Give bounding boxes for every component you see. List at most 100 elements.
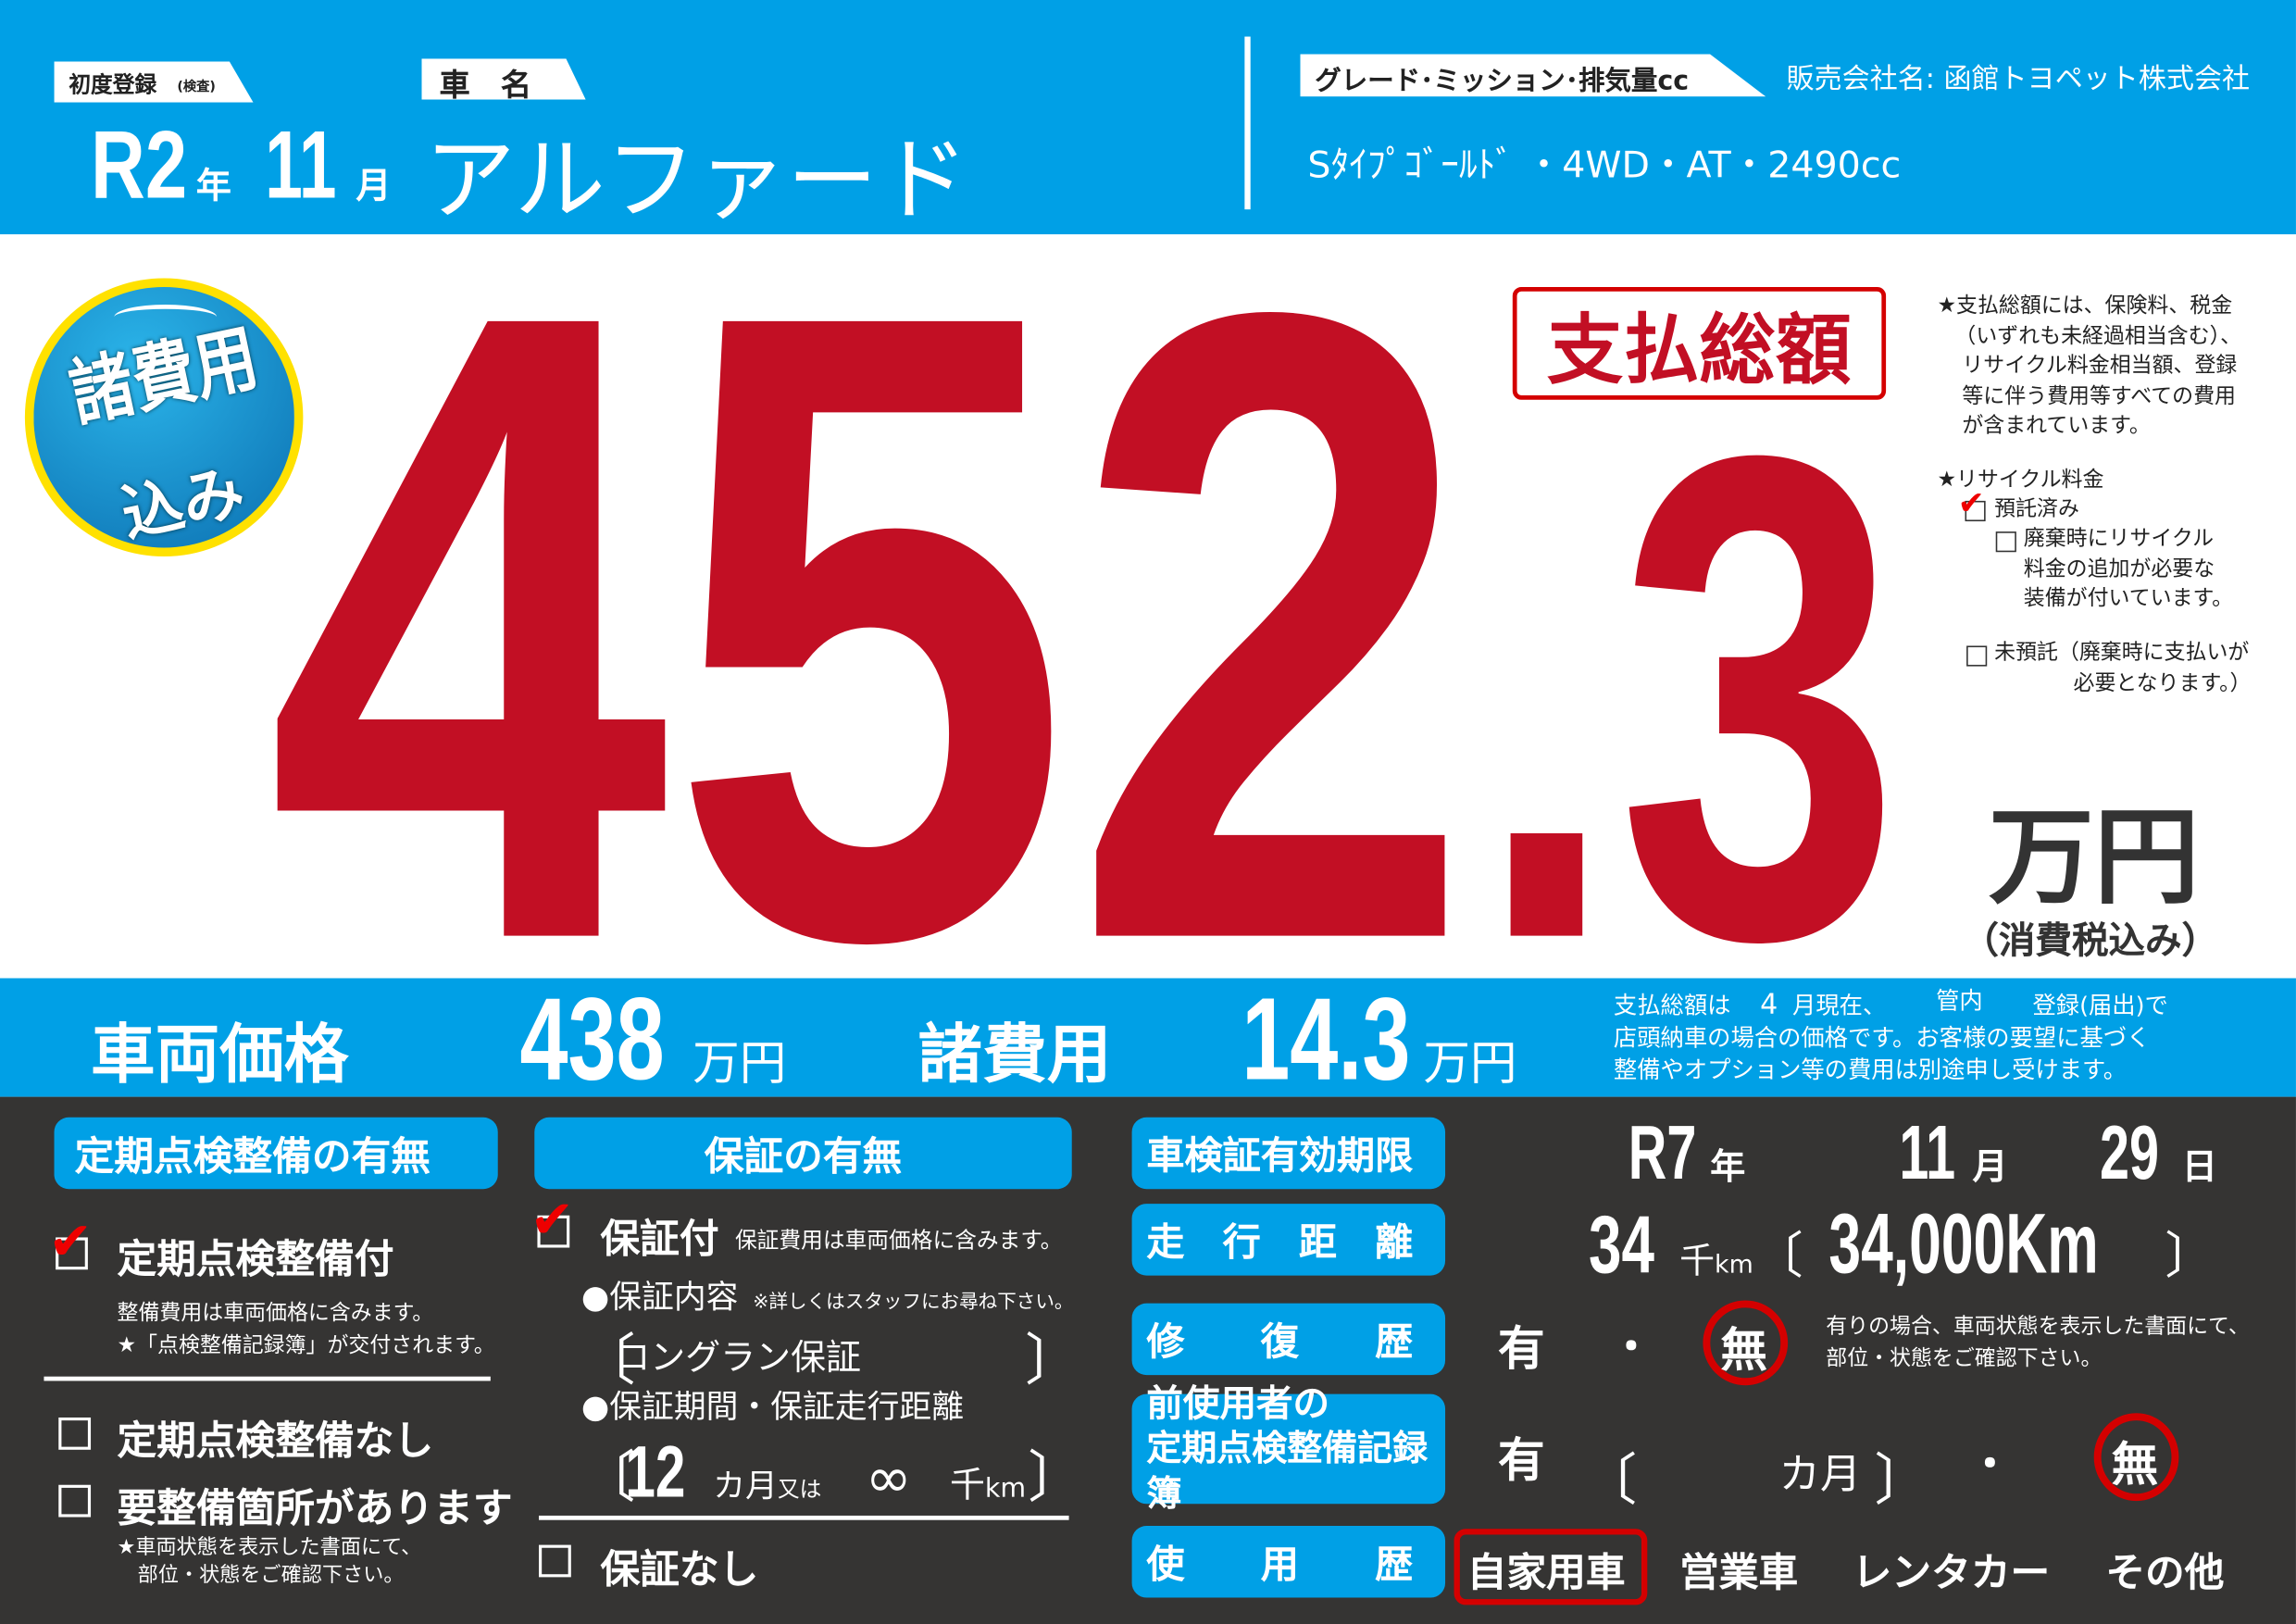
records-months-unit: カ月 [1778,1449,1862,1498]
usage-option-commercial[interactable]: 営業車 [1679,1550,1799,1596]
repair-note: 有りの場合、車両状態を表示した書面にて、 部位・状態をご確認下さい。 [1826,1311,2250,1376]
warranty-km: km [984,1473,1027,1505]
warranty-with-note: 保証費用は車両価格に含みます。 [734,1227,1063,1254]
separator: ・ [1610,1322,1653,1371]
badge-line1: 諸費用 [62,315,266,438]
vehicle-price: 438 万円 [519,972,786,1107]
fees-included-badge: 諸費用 込み [24,278,304,557]
usage-option-private[interactable]: 自家用車 [1466,1550,1626,1596]
records-label-pill: 前使用者の 定期点検整備記録簿 [1131,1382,1446,1514]
needs-maintenance-checkbox[interactable] [58,1484,92,1518]
note-line: 装備が付いています。 [2023,587,2234,611]
shaken-month-unit: 月 [1972,1146,2008,1188]
repair-yes: 有 [1497,1320,1545,1377]
shaken-month: 11 [1899,1111,1956,1197]
dealer: 販売会社名: 函館トヨペット株式会社 [1787,57,2251,97]
fees: 14.3 万円 [1242,972,1516,1107]
note-line: 必要となります。） [2073,671,2252,695]
total-label-box: 支払総額 [1512,286,1887,400]
note-line: 有りの場合、車両状態を表示した書面にて、 [1826,1315,2250,1339]
strip-notes: 支払総額は 4 月現在、 管内 登録(届出)で 店頭納車の場合の価格です。お客様の要望に… [1613,986,2168,1087]
note-line: 未預託（廃棄時に支払いが [1994,641,2250,666]
header-band [0,0,2296,235]
mileage-unit-k: 千 [1679,1240,1716,1281]
shaken-day: 29 [2100,1111,2160,1197]
warranty-without-checkbox[interactable] [539,1544,571,1578]
warranty-without-label: 保証なし [600,1547,759,1593]
usage-label-pill: 使 用 歴 [1131,1526,1446,1598]
note-line: 部位・状態をご確認下さい。 [137,1564,405,1588]
badge-arc [114,304,218,330]
total-label: 支払総額 [1546,307,1852,396]
note-line: ★車両状態を表示した書面にて、 [117,1536,422,1560]
inspection-with-label: 定期点検整備付 [117,1237,394,1283]
total-notes: ★支払総額には、保険料、税金 （いずれも未経過相当含む）、 リサイクル料金相当額… [1937,292,2241,442]
records-yes: 有 [1497,1431,1545,1488]
note-area: 管内 [1936,986,1983,1016]
divider [44,1376,491,1381]
separator: ・ [1969,1439,2011,1488]
selected-box [1454,1529,1648,1605]
shaken-date: R7 年 11 月 29 日 [1628,1110,2217,1198]
warranty-with-label: 保証付 [600,1217,719,1263]
dealer-label: 販売会社名: [1786,63,1935,95]
recycle-deposited-label: 預託済み [1994,497,2079,522]
shaken-year-unit: 年 [1710,1146,1746,1188]
total-price-decimal: .3 [1476,313,1902,1082]
inspection-with-checkbox[interactable] [56,1237,88,1270]
inspection-title: 定期点検整備の有無 [74,1134,430,1181]
warranty-distance-unit: 千 [949,1464,985,1505]
reg-month-unit: 月 [356,165,392,207]
car-name: アルファード [424,126,969,233]
warranty-with-checkbox[interactable] [537,1215,570,1248]
bracket-open: 〔 [1581,1448,1638,1513]
warranty-distance: ∞ [865,1445,912,1510]
note-line: ★「点検整備記録簿」が交付されます。 [117,1333,495,1358]
inspection-without-checkbox[interactable] [58,1417,92,1450]
fees-label: 諸費用 [917,1018,1112,1093]
bracket-close: 〕 [2165,1227,2215,1286]
price-unit: 万円 [1988,794,2200,918]
recycle-undeposited-label: 未預託（廃棄時に支払いが 必要となります。） [1994,639,2251,699]
recycle-deposited-checkbox[interactable] [1965,500,1986,522]
recycle-title: ★リサイクル料金 [1937,468,2104,493]
note-line: ★支払総額には、保険料、税金 [1937,294,2233,319]
first-registration-label: 初度登録 [69,71,157,98]
bracket-close: 〕 [1025,1328,1081,1393]
note-line: リサイクル料金相当額、登録 [1962,354,2238,379]
mileage-exact: 34,000Km [1828,1196,2098,1292]
fees-unit: 万円 [1423,1035,1517,1092]
warranty-title: 保証の有無 [704,1134,903,1181]
first-registration-value: R2 年 11 月 [91,108,391,219]
bracket-open: 〔 [1753,1227,1803,1286]
recycle-extra-checkbox[interactable] [1995,531,2016,553]
badge-line2: 込み [115,455,251,552]
dealer-name: 函館トヨペット株式会社 [1943,63,2251,95]
warranty-content-heading: ●保証内容 ※詳しくはスタッフにお尋ね下さい。 [581,1271,1074,1318]
note-line: が含まれています。 [1962,414,2151,438]
note-text: 店頭納車の場合の価格です。お客様の要望に基づく [1613,1023,2151,1052]
usage-option-other[interactable]: その他 [2105,1550,2225,1596]
mileage-unit-km: km [1715,1250,1753,1280]
records-label-line1: 前使用者の [1146,1382,1330,1425]
note-text: 月現在、 [1792,991,1887,1019]
selected-circle [1703,1300,1789,1386]
vehicle-price-value: 438 [519,973,665,1105]
warranty-content-label: ●保証内容 [580,1280,739,1317]
divider [539,1515,1069,1520]
warranty-content: ロングラン保証 [615,1337,861,1379]
vehicle-price-unit: 万円 [693,1035,787,1092]
note-line: 整備費用は車両価格に含みます。 [117,1302,434,1326]
usage-option-rental[interactable]: レンタカー [1852,1550,2051,1596]
recycle-undeposited-checkbox[interactable] [1966,645,1988,667]
mileage-label: 走 行 距 離 [1146,1221,1414,1266]
inspection-header: 定期点検整備の有無 [54,1117,498,1190]
warranty-months-unit: カ月 [713,1468,778,1505]
records-no: 無 [2111,1436,2159,1493]
note-line: 等に伴う費用等すべての費用 [1962,384,2236,408]
warranty-or: 又は [777,1476,822,1503]
tax-note: （消費税込み） [1962,919,2219,963]
first-registration-tag: 初度登録 (検査) [54,61,254,103]
header-divider [1244,36,1251,210]
